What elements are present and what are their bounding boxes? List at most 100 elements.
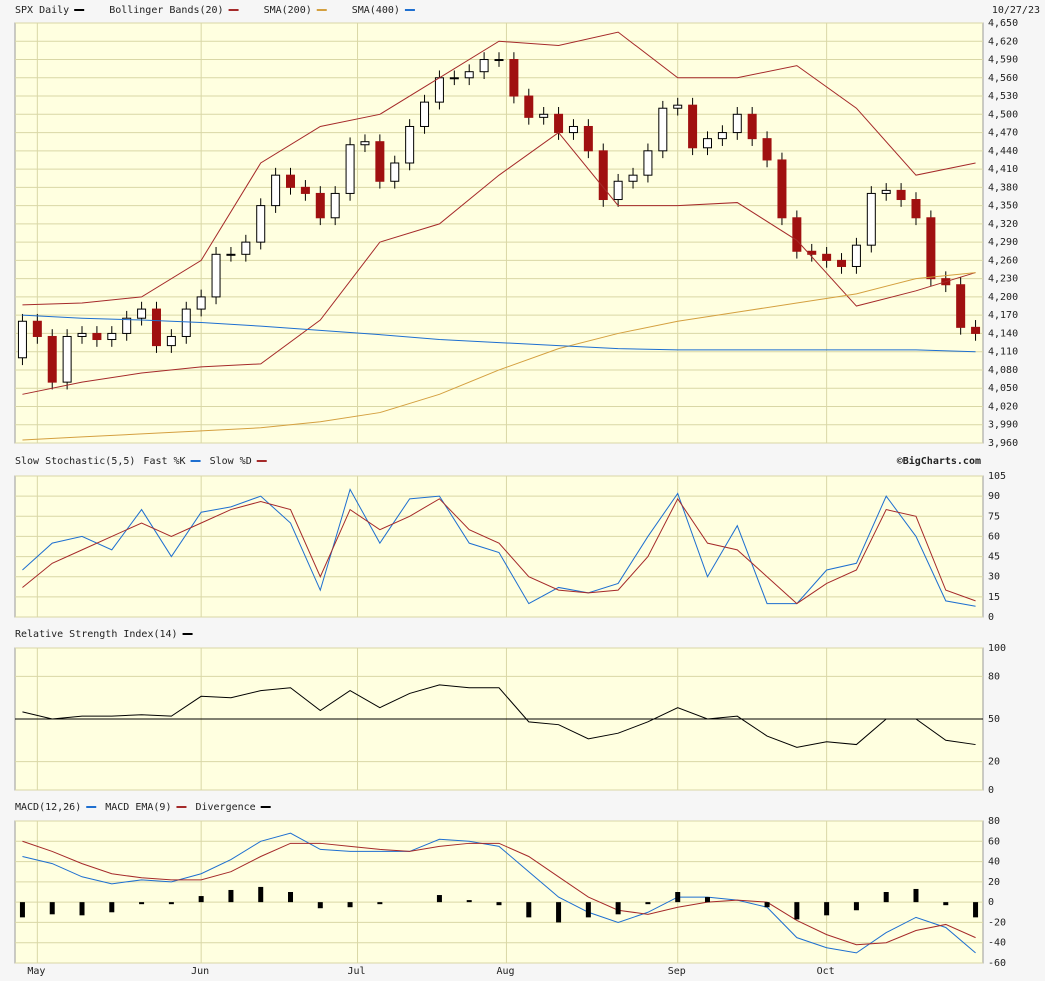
candle-body bbox=[211, 253, 221, 298]
histogram-bar bbox=[615, 902, 621, 915]
y-tick-label: 100 bbox=[988, 643, 1006, 654]
candle-body bbox=[539, 113, 549, 118]
panel-background bbox=[14, 475, 984, 618]
candle-body bbox=[837, 259, 847, 267]
y-tick-label: 4,140 bbox=[988, 328, 1018, 339]
y-tick-label: 4,440 bbox=[988, 146, 1018, 157]
x-tick-label: Aug bbox=[496, 966, 514, 977]
y-tick-label: 4,470 bbox=[988, 128, 1018, 139]
legend-label: SPX Daily bbox=[15, 5, 69, 16]
candle-body bbox=[122, 317, 132, 334]
y-tick-label: 30 bbox=[988, 572, 1000, 583]
candle-body bbox=[32, 320, 42, 337]
candle-body bbox=[792, 217, 802, 252]
candle-body bbox=[628, 174, 638, 182]
candle-body bbox=[330, 192, 340, 219]
y-tick-label: 50 bbox=[988, 714, 1000, 725]
histogram-bar bbox=[704, 897, 710, 903]
candle-body bbox=[137, 308, 147, 319]
candle-body bbox=[166, 335, 176, 347]
y-tick-label: 4,050 bbox=[988, 383, 1018, 394]
panel-title: Slow Stochastic(5,5) bbox=[15, 456, 135, 467]
candle-body bbox=[598, 150, 608, 201]
y-tick-label: 80 bbox=[988, 671, 1000, 682]
candle-body bbox=[92, 332, 102, 341]
line bbox=[22, 684, 976, 748]
candle-body bbox=[345, 144, 355, 194]
line bbox=[22, 488, 976, 607]
y-tick-label: 4,320 bbox=[988, 219, 1018, 230]
candle-body bbox=[241, 241, 251, 255]
histogram-bar bbox=[526, 902, 532, 918]
candle-body bbox=[286, 174, 296, 188]
candle-body bbox=[717, 132, 727, 140]
histogram-bar bbox=[139, 902, 145, 905]
y-tick-label: 4,410 bbox=[988, 164, 1018, 175]
y-tick-label: 4,290 bbox=[988, 237, 1018, 248]
candle-body bbox=[390, 162, 400, 182]
band-line bbox=[22, 31, 976, 306]
candle-body bbox=[956, 284, 966, 328]
y-tick-label: 4,260 bbox=[988, 255, 1018, 266]
y-tick-label: 0 bbox=[988, 612, 994, 623]
panel-background bbox=[14, 820, 984, 964]
candle-body bbox=[583, 125, 593, 152]
candle-body bbox=[464, 71, 474, 79]
y-tick-label: -20 bbox=[988, 917, 1006, 928]
candle-body bbox=[777, 159, 787, 219]
band-line bbox=[22, 131, 976, 395]
y-tick-label: 4,380 bbox=[988, 182, 1018, 193]
line bbox=[22, 832, 976, 954]
legend-label: MACD(12,26) bbox=[15, 802, 81, 813]
histogram-bar bbox=[764, 902, 770, 908]
histogram-bar bbox=[853, 902, 859, 911]
line bbox=[22, 314, 976, 353]
y-tick-label: 60 bbox=[988, 531, 1000, 542]
histogram-bar bbox=[79, 902, 85, 916]
y-tick-label: 45 bbox=[988, 552, 1000, 563]
candle-body bbox=[673, 104, 683, 109]
y-tick-label: 4,020 bbox=[988, 401, 1018, 412]
histogram-bar bbox=[883, 892, 889, 903]
y-tick-label: 20 bbox=[988, 877, 1000, 888]
y-tick-label: 105 bbox=[988, 471, 1006, 482]
histogram-bar bbox=[466, 900, 472, 903]
candle-body bbox=[271, 174, 281, 207]
candle-body bbox=[196, 296, 206, 310]
histogram-bar bbox=[794, 902, 800, 920]
candle-body bbox=[449, 77, 459, 80]
histogram-bar bbox=[168, 902, 174, 905]
histogram-bar bbox=[675, 892, 681, 903]
line bbox=[22, 497, 976, 605]
candle-body bbox=[420, 101, 430, 127]
candle-body bbox=[554, 113, 564, 134]
y-tick-label: 15 bbox=[988, 592, 1000, 603]
candle-body bbox=[47, 335, 57, 383]
y-tick-label: 4,590 bbox=[988, 55, 1018, 66]
x-tick-label: Jul bbox=[348, 966, 366, 977]
histogram-bar bbox=[943, 902, 949, 906]
candle-body bbox=[613, 180, 623, 201]
legend-label: Slow %D bbox=[210, 456, 252, 467]
candle-body bbox=[851, 244, 861, 267]
candle-body bbox=[926, 217, 936, 280]
histogram-bar bbox=[913, 888, 919, 903]
legend-label: Divergence bbox=[195, 802, 255, 813]
legend-label: Relative Strength Index(14) bbox=[15, 629, 178, 640]
candle-body bbox=[300, 186, 310, 194]
histogram-bar bbox=[228, 889, 234, 903]
histogram-bar bbox=[317, 902, 323, 909]
candle-body bbox=[524, 95, 534, 118]
candle-body bbox=[688, 104, 698, 149]
candle-body bbox=[896, 189, 906, 201]
y-tick-label: 3,990 bbox=[988, 420, 1018, 431]
candle-body bbox=[62, 335, 72, 383]
y-tick-label: 4,500 bbox=[988, 109, 1018, 120]
histogram-bar bbox=[377, 902, 383, 905]
legend-label: SMA(200) bbox=[264, 5, 312, 16]
y-tick-label: 0 bbox=[988, 897, 994, 908]
candle-body bbox=[702, 138, 712, 149]
y-tick-label: 90 bbox=[988, 491, 1000, 502]
legend-label: SMA(400) bbox=[352, 5, 400, 16]
